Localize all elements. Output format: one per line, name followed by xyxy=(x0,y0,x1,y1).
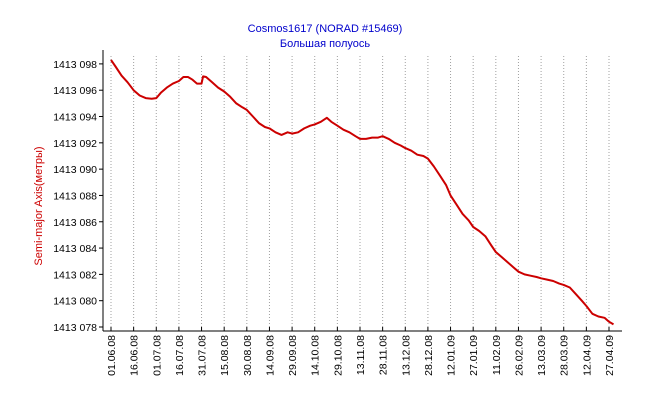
x-tick-label: 01.06.08 xyxy=(106,335,118,376)
x-tick-label: 27.04.09 xyxy=(604,335,616,376)
x-tick-label: 28.03.09 xyxy=(559,335,571,376)
x-tick-label: 16.06.08 xyxy=(129,335,141,376)
y-tick-label: 1413 088 xyxy=(53,190,97,202)
x-tick-label: 29.10.08 xyxy=(332,335,344,376)
x-tick-label: 13.11.08 xyxy=(355,335,367,375)
y-axis-label: Semi-major Axis(метры) xyxy=(33,146,45,265)
y-tick-label: 1413 084 xyxy=(53,243,97,255)
y-tick-label: 1413 080 xyxy=(53,296,97,308)
x-tick-label: 12.04.09 xyxy=(581,335,593,376)
chart-title: Cosmos1617 (NORAD #15469) xyxy=(248,23,403,35)
y-tick-label: 1413 086 xyxy=(53,217,97,229)
x-tick-label: 12.01.09 xyxy=(446,335,458,376)
series-line xyxy=(110,59,615,326)
x-tick-label: 14.10.08 xyxy=(310,335,322,376)
x-tick-label: 13.12.08 xyxy=(400,335,412,376)
x-tick-label: 15.08.08 xyxy=(219,335,231,376)
grid xyxy=(110,56,610,327)
y-tick-label: 1413 094 xyxy=(53,112,97,124)
y-ticks: 1413 098 1413 096 1413 094 1413 092 1413 090… xyxy=(53,59,103,334)
axes xyxy=(102,50,622,332)
y-tick-label: 1413 078 xyxy=(53,322,97,334)
x-tick-label: 14.09.08 xyxy=(264,335,276,376)
y-tick-label: 1413 096 xyxy=(53,85,97,97)
series xyxy=(110,59,615,326)
x-tick-label: 11.02.09 xyxy=(491,335,503,375)
x-tick-label: 28.12.08 xyxy=(423,335,435,376)
chart-subtitle: Большая полуось xyxy=(280,38,370,50)
x-tick-label: 16.07.08 xyxy=(174,335,186,376)
x-tick-label: 29.09.08 xyxy=(287,335,299,376)
x-tick-label: 13.03.09 xyxy=(536,335,548,376)
x-ticks: 01.06.08 16.06.08 01.07.08 16.07.08 31.07.08… xyxy=(106,327,616,376)
x-tick-label: 31.07.08 xyxy=(197,335,209,376)
x-tick-label: 28.11.08 xyxy=(378,335,390,375)
y-tick-label: 1413 098 xyxy=(53,59,97,71)
y-tick-label: 1413 092 xyxy=(53,138,97,150)
x-tick-label: 30.08.08 xyxy=(242,335,254,376)
x-tick-label: 26.02.09 xyxy=(513,335,525,376)
y-tick-label: 1413 082 xyxy=(53,269,97,281)
x-tick-label: 01.07.08 xyxy=(151,335,163,376)
y-tick-label: 1413 090 xyxy=(53,164,97,176)
x-tick-label: 27.01.09 xyxy=(468,335,480,376)
